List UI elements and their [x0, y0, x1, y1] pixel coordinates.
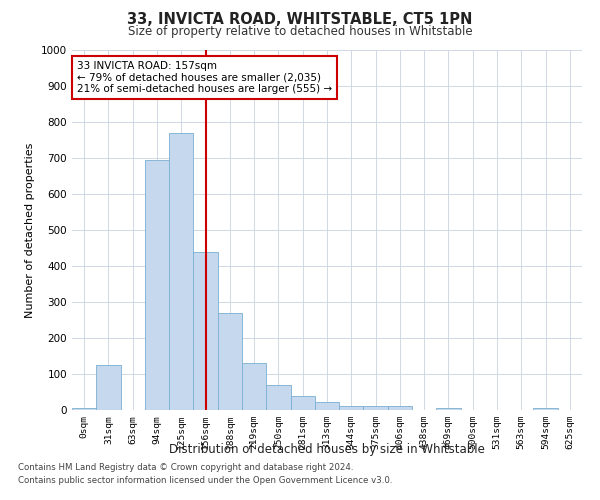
Bar — [339, 406, 364, 410]
Bar — [218, 313, 242, 410]
Y-axis label: Number of detached properties: Number of detached properties — [25, 142, 35, 318]
Text: Contains HM Land Registry data © Crown copyright and database right 2024.: Contains HM Land Registry data © Crown c… — [18, 464, 353, 472]
Bar — [193, 252, 218, 410]
Text: Contains public sector information licensed under the Open Government Licence v3: Contains public sector information licen… — [18, 476, 392, 485]
Bar — [364, 406, 388, 410]
Bar — [533, 408, 558, 410]
Bar — [290, 396, 315, 410]
Bar — [266, 385, 290, 410]
Bar — [242, 363, 266, 410]
Text: Distribution of detached houses by size in Whitstable: Distribution of detached houses by size … — [169, 442, 485, 456]
Bar — [436, 408, 461, 410]
Bar — [169, 133, 193, 410]
Bar — [315, 402, 339, 410]
Bar — [72, 408, 96, 410]
Bar — [145, 160, 169, 410]
Bar — [96, 365, 121, 410]
Text: Size of property relative to detached houses in Whitstable: Size of property relative to detached ho… — [128, 25, 472, 38]
Text: 33, INVICTA ROAD, WHITSTABLE, CT5 1PN: 33, INVICTA ROAD, WHITSTABLE, CT5 1PN — [127, 12, 473, 28]
Text: 33 INVICTA ROAD: 157sqm
← 79% of detached houses are smaller (2,035)
21% of semi: 33 INVICTA ROAD: 157sqm ← 79% of detache… — [77, 61, 332, 94]
Bar — [388, 406, 412, 410]
